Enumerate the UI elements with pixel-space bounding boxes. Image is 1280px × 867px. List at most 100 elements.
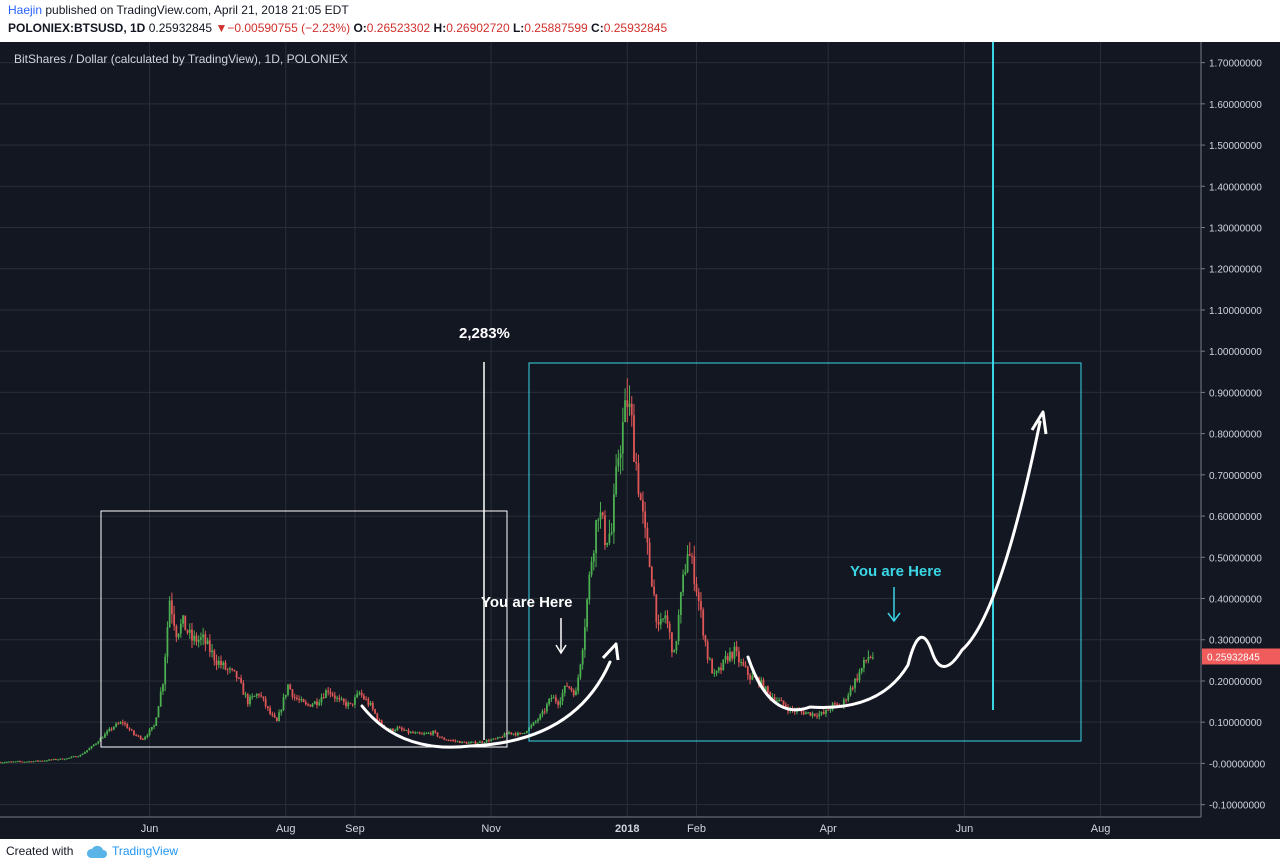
high-label: H: bbox=[433, 21, 447, 35]
candle-body bbox=[124, 723, 126, 725]
white-range-box bbox=[100, 510, 508, 748]
candle-body bbox=[61, 758, 64, 760]
time-tick-label: Aug bbox=[1091, 823, 1111, 835]
candle-body bbox=[88, 748, 91, 751]
price-tick-label: -0.10000000 bbox=[1209, 801, 1266, 812]
candle-body bbox=[720, 667, 722, 671]
candle-body bbox=[450, 740, 452, 742]
candle-body bbox=[773, 697, 776, 702]
time-tick-label: Nov bbox=[481, 823, 501, 835]
candle-body bbox=[81, 753, 84, 755]
candle-body bbox=[266, 706, 269, 708]
candle-body bbox=[465, 742, 468, 744]
candle-body bbox=[813, 713, 816, 716]
candle-body bbox=[155, 717, 158, 726]
candle-body bbox=[512, 733, 515, 735]
candle-body bbox=[713, 672, 716, 674]
candle-body bbox=[822, 711, 825, 714]
candle-body bbox=[233, 669, 236, 672]
tradingview-link[interactable]: TradingView bbox=[112, 844, 179, 858]
candle-body bbox=[568, 686, 571, 688]
candle-body bbox=[619, 453, 622, 459]
candle-body bbox=[389, 728, 392, 731]
candle-body bbox=[358, 692, 361, 694]
candle-body bbox=[30, 761, 33, 763]
candle-body bbox=[184, 615, 187, 631]
candle-body bbox=[510, 732, 513, 734]
candle-body bbox=[188, 629, 191, 633]
candle-body bbox=[519, 732, 522, 734]
candle-body bbox=[552, 697, 555, 699]
created-with-text: Created with bbox=[6, 844, 74, 858]
candle-body bbox=[554, 697, 557, 702]
candle-body bbox=[742, 661, 745, 666]
candle-body bbox=[590, 561, 593, 575]
candle-body bbox=[655, 594, 658, 622]
candle-body bbox=[367, 699, 370, 705]
candle-body bbox=[847, 695, 850, 701]
candle-body bbox=[369, 702, 372, 705]
time-tick-label: Aug bbox=[276, 823, 296, 835]
candle-body bbox=[159, 691, 162, 707]
candle-body bbox=[842, 699, 845, 706]
candle-body bbox=[635, 461, 638, 464]
candle-body bbox=[871, 657, 874, 659]
candle-body bbox=[269, 707, 272, 714]
candle-body bbox=[784, 704, 787, 708]
last-price-text: 0.25932845 bbox=[148, 21, 213, 35]
candle-body bbox=[146, 735, 149, 738]
candle-body bbox=[501, 736, 504, 738]
price-chart[interactable]: 1.70000000 1.60000000 1.50000000 1.40000000… bbox=[0, 42, 1280, 839]
candle-body bbox=[746, 666, 749, 676]
candle-body bbox=[121, 722, 124, 724]
candle-body bbox=[74, 756, 77, 758]
candle-body bbox=[16, 761, 19, 763]
candle-body bbox=[300, 699, 303, 701]
candle-body bbox=[695, 583, 698, 593]
candle-body bbox=[624, 400, 626, 423]
candle-body bbox=[429, 732, 432, 735]
candle-body bbox=[396, 727, 399, 731]
candle-body bbox=[126, 724, 129, 729]
candle-body bbox=[235, 671, 238, 678]
candle-body bbox=[427, 732, 430, 734]
candle-body bbox=[376, 713, 379, 721]
candle-body bbox=[193, 635, 196, 641]
candle-body bbox=[302, 699, 305, 703]
price-tick-label: 0.90000000 bbox=[1209, 388, 1262, 399]
candle-body bbox=[481, 741, 484, 743]
candle-body bbox=[141, 739, 144, 741]
candle-body bbox=[668, 623, 671, 633]
candle-body bbox=[345, 701, 347, 707]
time-tick-label: Jun bbox=[955, 823, 973, 835]
candle-body bbox=[470, 742, 472, 744]
candle-body bbox=[570, 687, 573, 691]
candle-body bbox=[539, 714, 542, 720]
candle-body bbox=[490, 739, 493, 742]
price-tick-label: 1.70000000 bbox=[1209, 59, 1262, 70]
candle-body bbox=[606, 542, 609, 546]
candle-body bbox=[37, 760, 39, 762]
candle-body bbox=[391, 728, 394, 731]
candle-body bbox=[106, 731, 109, 734]
candle-body bbox=[378, 720, 381, 722]
chart-header: Haejin published on TradingView.com, Apr… bbox=[0, 0, 1280, 42]
candle-body bbox=[548, 698, 551, 705]
candle-body bbox=[327, 690, 330, 692]
candle-body bbox=[19, 761, 21, 763]
candle-body bbox=[633, 415, 635, 462]
candle-body bbox=[293, 696, 296, 698]
candle-body bbox=[273, 714, 276, 718]
candle-body bbox=[287, 684, 289, 695]
candle-body bbox=[86, 750, 88, 753]
candle-body bbox=[70, 756, 73, 758]
candle-body bbox=[222, 662, 225, 666]
author-link[interactable]: Haejin bbox=[8, 3, 43, 17]
candle-body bbox=[0, 762, 1, 764]
arrow-head-2 bbox=[1030, 410, 1048, 435]
arrow-head-1 bbox=[601, 642, 620, 661]
candle-body bbox=[360, 692, 363, 696]
candle-body bbox=[66, 758, 68, 760]
time-tick-label: 2018 bbox=[615, 823, 639, 835]
price-axis-area[interactable] bbox=[1201, 42, 1280, 839]
